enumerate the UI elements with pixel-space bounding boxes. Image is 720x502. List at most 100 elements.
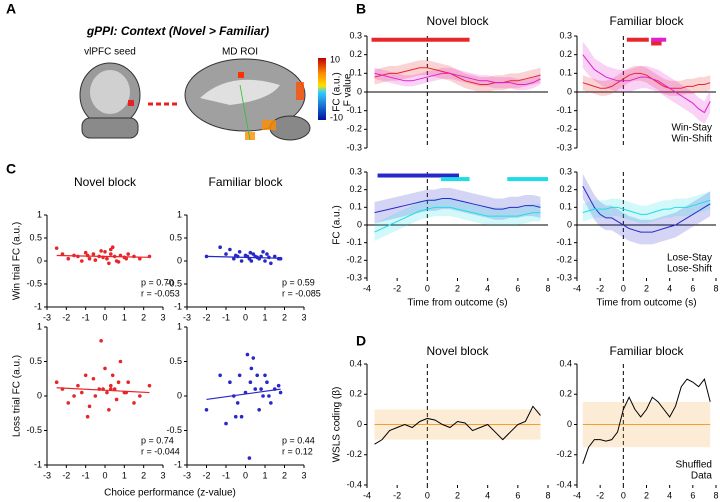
line: [582, 185, 711, 233]
y-tick-label: -0.1: [556, 237, 572, 247]
error-band: [374, 67, 541, 91]
legend-entry: Data: [691, 471, 713, 482]
x-tick-label: 3: [160, 312, 165, 322]
y-tick-label: -1: [174, 301, 182, 311]
panel-label: B: [356, 1, 366, 17]
y-tick-label: -0.3: [346, 142, 362, 152]
point: [103, 250, 107, 254]
point: [105, 256, 109, 261]
x-tick-label: -2: [202, 470, 210, 480]
y-tick-label: 0.3: [559, 166, 572, 176]
seed-label: vlPFC seed: [84, 47, 136, 58]
fit-line: [56, 254, 150, 258]
y-tick-label: 0.5: [169, 356, 182, 366]
fit-line: [206, 255, 281, 259]
point: [66, 256, 71, 261]
y-tick-label: 0: [357, 219, 362, 229]
y-tick-label: 0: [177, 390, 182, 400]
y-tick-label: -0.4: [556, 479, 572, 489]
point: [224, 252, 228, 256]
panel-a-title: gPPI: Context (Novel > Familiar): [86, 24, 269, 38]
x-tick-label: -2: [393, 283, 401, 293]
y-tick-label: 0.2: [559, 389, 572, 399]
point: [132, 401, 136, 405]
error-band: [582, 41, 711, 124]
point: [126, 252, 130, 256]
y-tick-label: 0.5: [169, 232, 182, 242]
point: [259, 387, 263, 391]
line: [582, 72, 711, 89]
colorbar-label: F value: [343, 73, 354, 106]
point: [257, 408, 261, 412]
y-tick-label: 0: [357, 86, 362, 96]
point: [218, 245, 222, 249]
x-tick-label: 3: [301, 312, 306, 322]
y-tick-label: 1: [177, 209, 182, 219]
chart-title: Novel block: [426, 344, 489, 358]
x-axis-label: Choice performance (z-value): [104, 488, 236, 499]
y-tick-label: 0.2: [349, 184, 362, 194]
y-axis-label: FC (a.u.): [332, 72, 343, 111]
point: [76, 383, 80, 388]
x-tick-label: 6: [690, 283, 695, 293]
x-tick-label: 2: [141, 312, 146, 322]
colorbar: [318, 58, 326, 120]
x-tick-label: 6: [515, 490, 520, 500]
y-tick-label: 0.5: [29, 232, 42, 242]
y-tick-label: -0.1: [556, 105, 572, 115]
point: [265, 252, 269, 256]
x-tick-label: 4: [485, 283, 490, 293]
point: [269, 261, 273, 266]
x-tick-label: 2: [141, 470, 146, 480]
y-tick-label: 0.2: [559, 184, 572, 194]
y-tick-label: 0: [567, 219, 572, 229]
significance-bar: [626, 37, 649, 42]
x-tick-label: 2: [644, 490, 649, 500]
y-tick-label: 0.1: [349, 68, 362, 78]
x-tick-label: -3: [43, 470, 51, 480]
point: [114, 397, 119, 402]
point: [147, 383, 152, 388]
x-tick-label: 0: [243, 312, 248, 322]
x-tick-label: 6: [690, 490, 695, 500]
x-tick-label: 4: [667, 283, 672, 293]
x-tick-label: 0: [425, 490, 430, 500]
x-tick-label: 1: [262, 470, 267, 480]
x-tick-label: 0: [621, 490, 626, 500]
point: [87, 256, 92, 261]
point: [105, 390, 109, 395]
y-tick-label: 0.3: [349, 30, 362, 40]
line: [582, 378, 711, 464]
line: [582, 54, 711, 114]
y-tick-label: -0.5: [166, 278, 182, 288]
y-tick-label: -0.3: [556, 272, 572, 282]
x-tick-label: 8: [545, 283, 550, 293]
annotation: r = -0.085: [282, 288, 321, 298]
y-tick-label: 0.3: [349, 166, 362, 176]
point: [99, 249, 103, 253]
x-tick-label: -3: [183, 312, 191, 322]
chart-title: Novel block: [74, 175, 137, 189]
y-tick-label: -0.2: [346, 255, 362, 265]
point: [253, 387, 258, 391]
y-tick-label: -0.3: [556, 142, 572, 152]
annotation: r = -0.044: [141, 446, 180, 456]
y-tick-label: 0.5: [29, 356, 42, 366]
point: [107, 408, 111, 412]
x-tick-label: 3: [160, 470, 165, 480]
y-tick-label: -0.4: [346, 479, 362, 489]
point: [265, 380, 269, 385]
x-tick-label: 6: [515, 283, 520, 293]
point: [228, 247, 232, 252]
point: [109, 252, 113, 256]
line: [374, 405, 541, 445]
colorbar-tick: -10: [330, 112, 343, 122]
point: [83, 250, 88, 255]
point: [233, 253, 238, 258]
point: [239, 259, 244, 263]
significance-bar: [651, 37, 667, 42]
y-tick-label: 0.2: [559, 49, 572, 59]
annotation: p = 0.70: [141, 277, 174, 287]
x-tick-label: 8: [545, 490, 550, 500]
y-tick-label: -0.2: [346, 124, 362, 134]
